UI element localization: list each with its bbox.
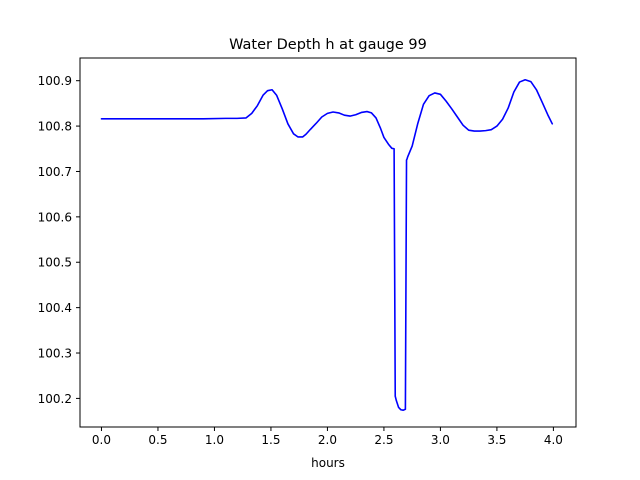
x-tick-label: 0.5 [148, 433, 167, 447]
y-tick-label: 100.2 [38, 392, 72, 406]
y-tick-label: 100.6 [38, 210, 72, 224]
y-tick-label: 100.7 [38, 165, 72, 179]
chart-title: Water Depth h at gauge 99 [229, 37, 427, 53]
x-axis-label: hours [311, 456, 345, 470]
y-tick-label: 100.3 [38, 347, 72, 361]
x-tick-label: 3.0 [431, 433, 450, 447]
x-tick-label: 1.5 [261, 433, 280, 447]
x-tick-label: 2.0 [318, 433, 337, 447]
y-axis: 100.2 100.3 100.4 100.5 100.6 100.7 100.8 100.9 [38, 74, 80, 406]
axes-frame [79, 57, 577, 428]
x-axis: 0.0 0.5 1.0 1.5 2.0 2.5 3.0 3.5 4.0 [92, 427, 563, 447]
plot-area [79, 57, 577, 428]
x-tick-label: 2.5 [374, 433, 393, 447]
y-tick-label: 100.8 [38, 120, 72, 134]
x-tick-label: 0.0 [92, 433, 111, 447]
y-tick-label: 100.9 [38, 74, 72, 88]
x-tick-label: 4.0 [544, 433, 563, 447]
y-tick-label: 100.4 [38, 301, 72, 315]
x-tick-label: 1.0 [205, 433, 224, 447]
series-line-1 [100, 78, 554, 412]
x-tick-label: 3.5 [487, 433, 506, 447]
y-tick-label: 100.5 [38, 256, 72, 270]
